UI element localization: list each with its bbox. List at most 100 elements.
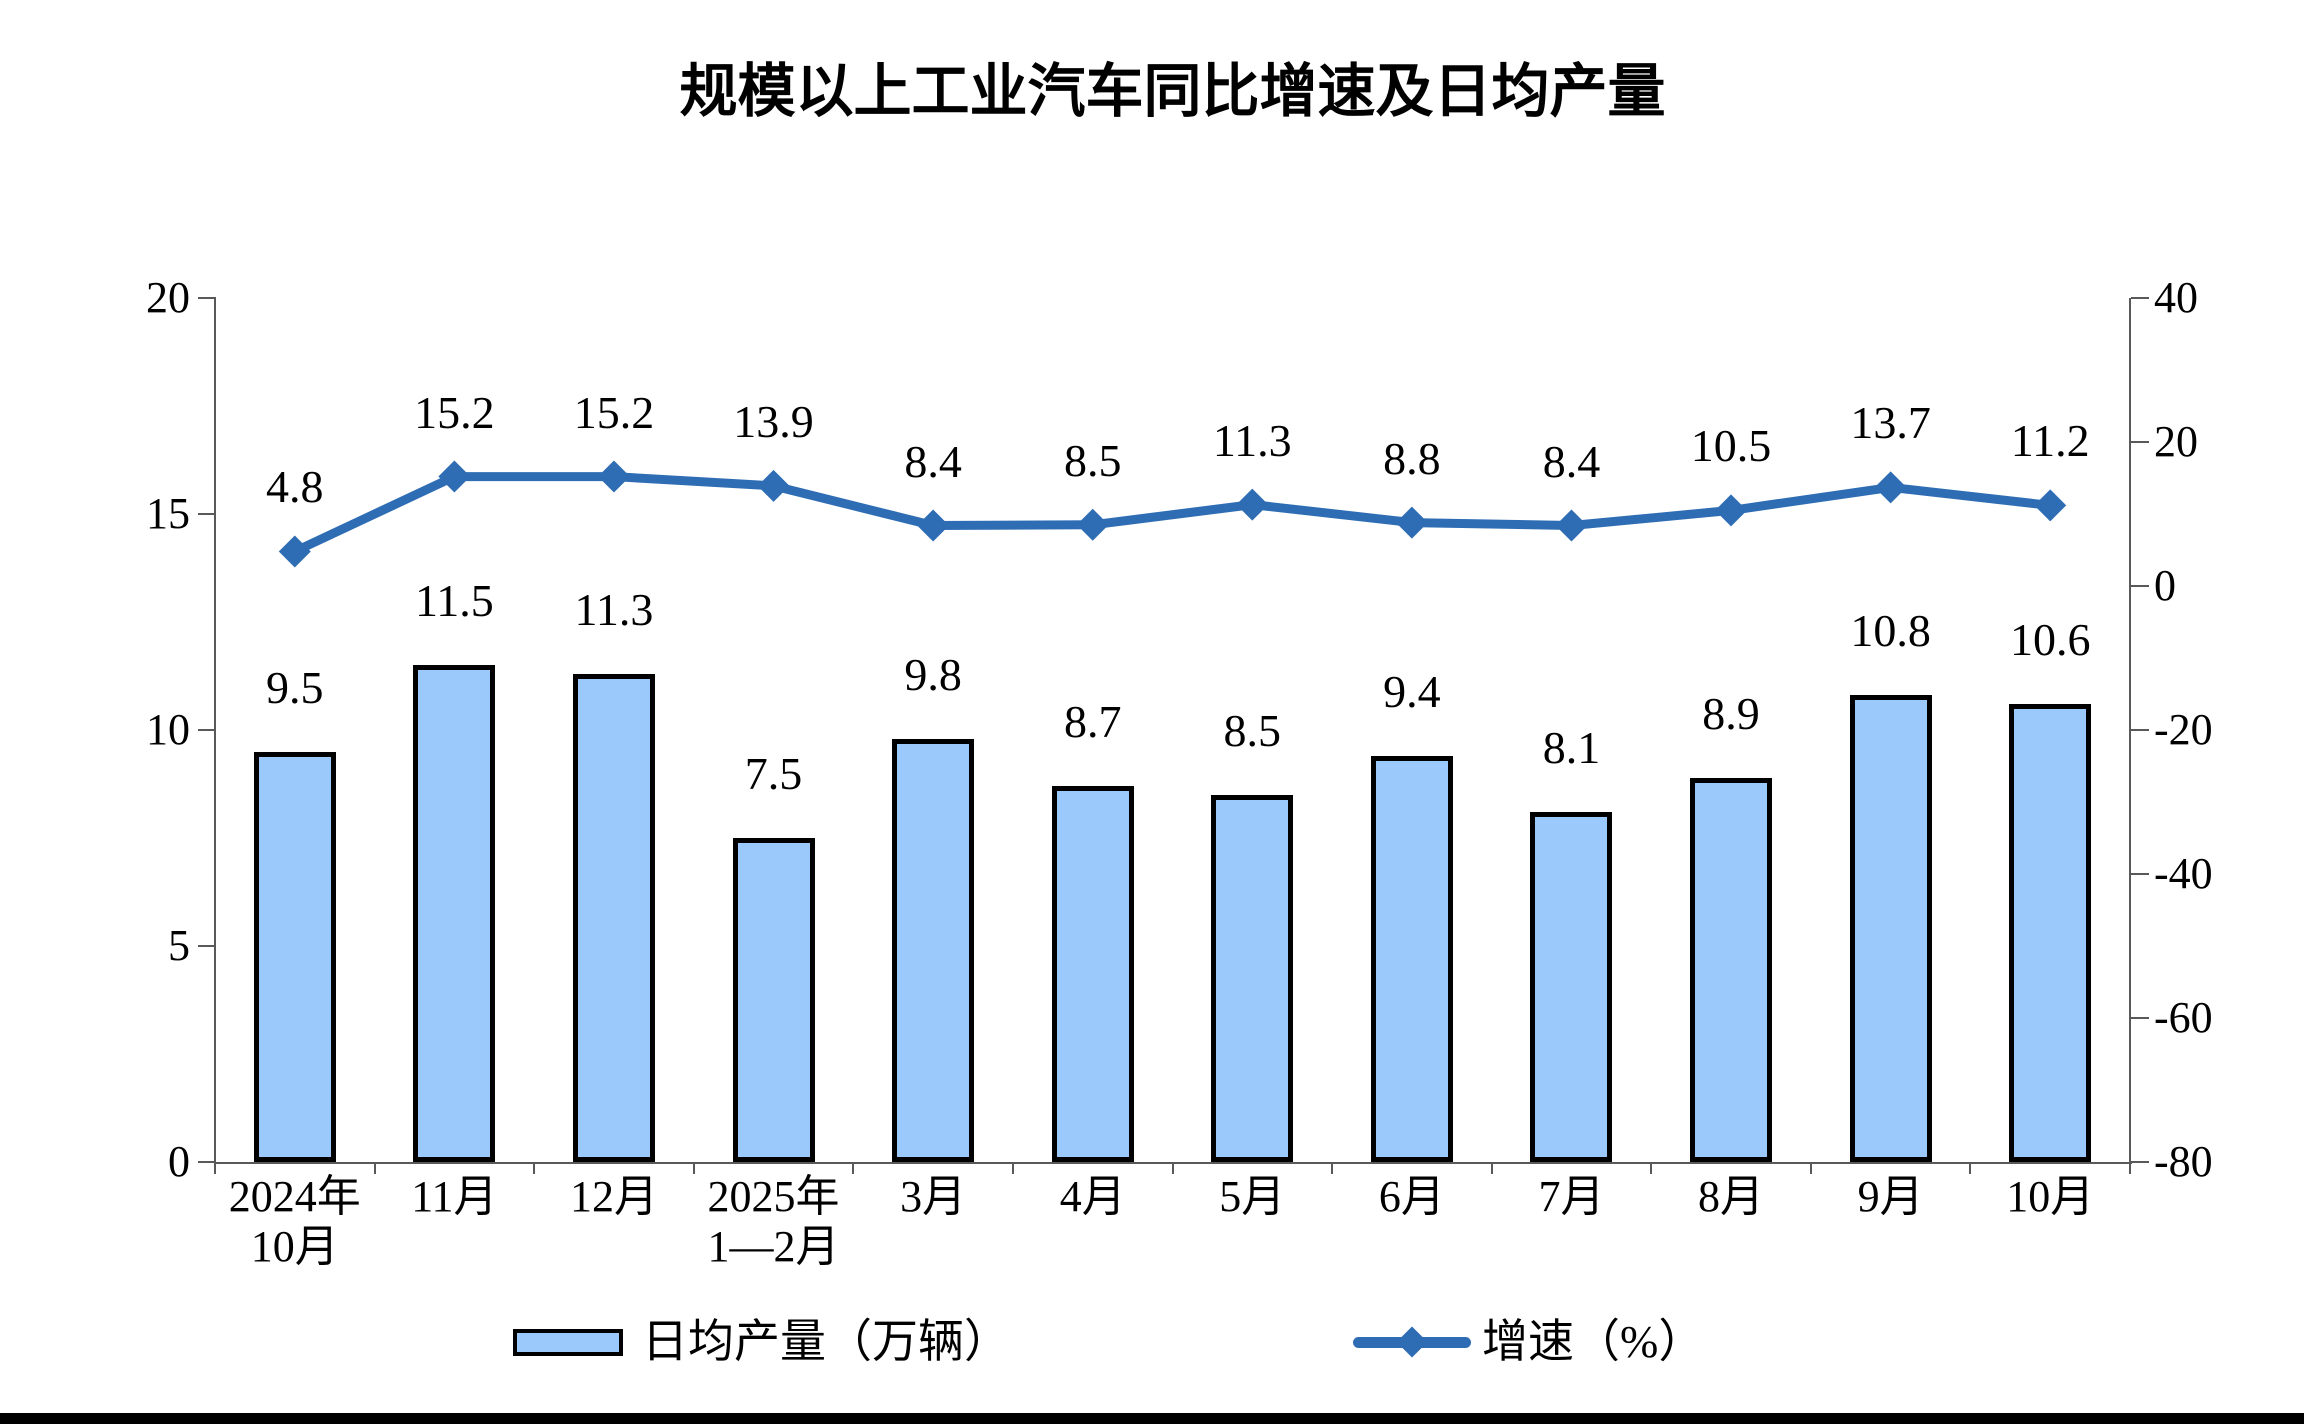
x-axis-label-line: 2024年 [228, 1172, 361, 1221]
x-axis-label: 10月 [1900, 1172, 2200, 1222]
bar [413, 665, 496, 1162]
x-axis-label: 9月 [1741, 1172, 2041, 1222]
x-axis-tick [1969, 1162, 1972, 1174]
line-value-label: 11.3 [1212, 414, 1292, 466]
bottom-border-line [0, 1413, 2304, 1424]
x-axis-label-line: 5月 [1219, 1172, 1286, 1221]
x-axis-tick [1171, 1162, 1174, 1174]
bar-value-label: 8.7 [1063, 696, 1122, 748]
bar [2009, 704, 2092, 1162]
line-value-label: 8.5 [1063, 434, 1122, 486]
bar-value-label: 9.5 [266, 661, 324, 713]
bar [253, 751, 336, 1162]
legend-bar-label: 日均产量（万辆） [642, 1316, 1010, 1367]
right-axis-tick [2131, 585, 2149, 587]
left-axis-tick-label: 5 [168, 921, 190, 970]
bar [732, 838, 815, 1162]
x-axis-tick [373, 1162, 376, 1174]
bar-value-label: 8.1 [1542, 722, 1601, 774]
x-axis-label: 3月 [783, 1172, 1083, 1222]
left-axis-tick [198, 513, 216, 515]
x-axis-label: 5月 [1102, 1172, 1402, 1222]
line-point-marker [438, 460, 471, 493]
right-axis-tick [2131, 441, 2149, 443]
growth-line [292, 472, 2051, 556]
line-point-marker [917, 509, 950, 542]
line-point-marker [1874, 471, 1907, 504]
bar-value-label: 10.6 [2009, 614, 2091, 666]
x-axis-label-line: 7月 [1538, 1172, 1605, 1221]
x-axis-tick [214, 1162, 216, 1174]
bar-value-label: 9.4 [1383, 665, 1441, 717]
bar-value-label: 8.9 [1702, 687, 1760, 739]
line-value-label: 8.4 [1542, 435, 1601, 487]
bar-value-label: 7.5 [744, 748, 803, 799]
right-axis-tick [2131, 297, 2149, 299]
x-axis-label-line: 1—2月 [707, 1222, 840, 1271]
left-axis-tick-label: 0 [168, 1137, 190, 1186]
left-axis-line [214, 298, 216, 1164]
right-axis-tick-label: 40 [2154, 273, 2198, 322]
line-point-marker [2034, 489, 2067, 522]
line-point-marker [1076, 508, 1109, 541]
x-axis-label: 11月 [304, 1172, 604, 1222]
left-axis-tick [198, 945, 216, 947]
x-axis-tick [533, 1162, 536, 1174]
line-point-marker [1236, 488, 1269, 521]
line-value-label: 15.2 [414, 386, 495, 438]
line-value-label: 8.4 [904, 435, 962, 487]
x-axis-label-line: 8月 [1698, 1172, 1765, 1221]
x-axis-label: 6月 [1262, 1172, 1562, 1222]
line-value-label: 13.9 [733, 395, 814, 447]
bar-value-label: 8.5 [1223, 704, 1282, 756]
x-axis-label-line: 2025年 [707, 1172, 840, 1221]
bar [1690, 777, 1773, 1162]
right-axis-tick [2131, 1161, 2149, 1163]
left-axis-tick-label: 15 [146, 489, 190, 538]
right-axis-tick-label: -60 [2154, 993, 2213, 1042]
bar-value-label: 10.8 [1850, 605, 1931, 657]
right-axis-line [2129, 298, 2131, 1164]
x-axis-tick [1490, 1162, 1493, 1174]
right-axis-tick [2131, 873, 2149, 875]
x-axis-label-line: 10月 [2006, 1172, 2095, 1221]
x-axis-label-line: 4月 [1059, 1172, 1126, 1221]
right-axis-tick [2131, 729, 2149, 731]
left-axis-tick-label: 10 [146, 705, 190, 754]
line-point-marker [278, 535, 311, 568]
x-axis-label: 7月 [1421, 1172, 1721, 1222]
x-axis-label: 4月 [943, 1172, 1243, 1222]
right-axis-tick-label: -80 [2154, 1137, 2213, 1186]
bar [1370, 755, 1453, 1162]
right-axis-tick-label: -20 [2154, 705, 2213, 754]
x-axis-tick [852, 1162, 855, 1174]
x-axis-label-line: 10月 [250, 1222, 339, 1271]
bar [1211, 794, 1294, 1162]
x-axis-label-line: 3月 [900, 1172, 967, 1221]
bar [1849, 695, 1932, 1162]
right-axis-tick [2131, 1017, 2149, 1019]
line-point-marker [1395, 506, 1428, 539]
line-point-marker [1555, 509, 1588, 542]
x-axis-label: 2024年 10月 [145, 1172, 445, 1272]
legend-bar-swatch [513, 1329, 623, 1356]
left-axis-tick-label: 20 [146, 273, 190, 322]
x-axis-tick [1011, 1162, 1014, 1174]
x-axis-tick [2129, 1162, 2131, 1174]
right-axis-tick-label: -40 [2154, 849, 2213, 898]
x-axis-tick [1809, 1162, 1812, 1174]
bar-value-label: 11.5 [414, 575, 494, 627]
bar [892, 738, 975, 1162]
line-point-marker [1715, 494, 1748, 527]
left-axis-tick [198, 729, 216, 731]
x-axis-tick [1331, 1162, 1334, 1174]
line-value-label: 13.7 [1850, 397, 1931, 449]
x-axis-label: 2025年 1—2月 [624, 1172, 924, 1272]
right-axis-tick-label: 0 [2154, 561, 2176, 610]
line-value-label: 11.2 [2010, 415, 2090, 467]
x-axis-line [215, 1162, 2132, 1164]
x-axis-label-line: 12月 [569, 1172, 658, 1221]
chart-title: 规模以上工业汽车同比增速及日均产量 [679, 59, 1666, 124]
